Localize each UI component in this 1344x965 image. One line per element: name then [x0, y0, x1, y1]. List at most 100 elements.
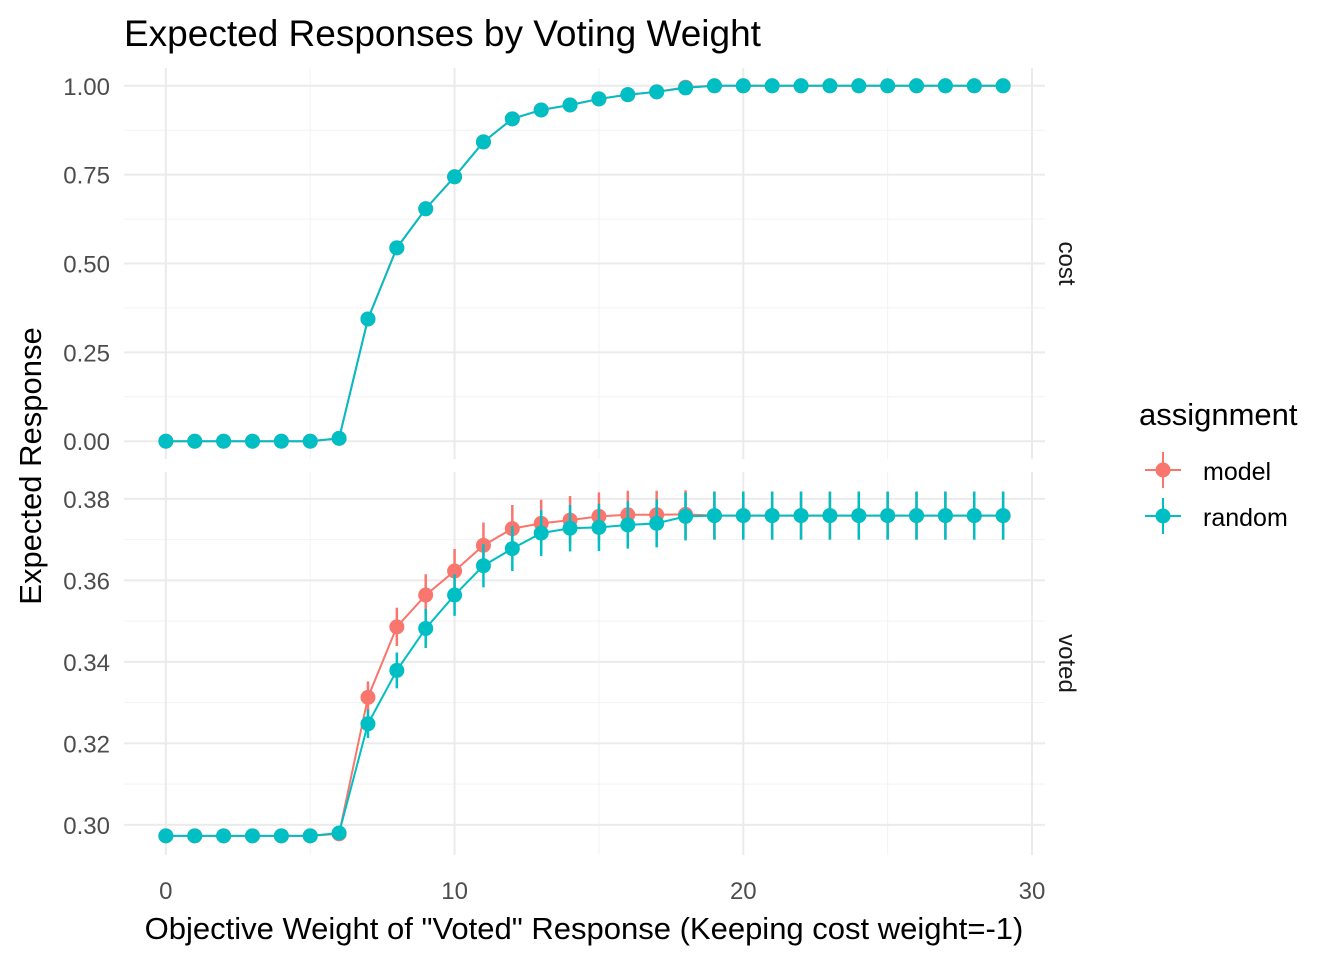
y-tick-label: 1.00: [63, 74, 110, 101]
facet-strip-label: cost: [1053, 241, 1080, 285]
data-point: [389, 662, 405, 678]
y-tick-label: 0.50: [63, 252, 110, 279]
data-point: [880, 508, 896, 524]
data-point: [562, 97, 578, 113]
data-point: [851, 508, 867, 524]
data-point: [764, 78, 780, 94]
y-tick-label: 0.38: [63, 487, 110, 514]
data-point: [966, 78, 982, 94]
legend-title: assignment: [1139, 397, 1298, 432]
data-point: [475, 134, 491, 150]
y-tick-label: 0.32: [63, 731, 110, 758]
data-point: [302, 433, 318, 449]
panel-voted: 0.30 0.32 0.34 0.36 0.38 voted: [63, 472, 1080, 855]
data-point: [822, 508, 838, 524]
panel-cost: 0.00 0.25 0.50 0.75 1.00 cost: [63, 68, 1080, 459]
data-point: [678, 80, 694, 96]
data-point: [880, 78, 896, 94]
data-point: [447, 587, 463, 603]
x-tick-label: 10: [441, 878, 468, 905]
data-point: [793, 508, 809, 524]
y-tick-label: 0.30: [63, 813, 110, 840]
data-point: [678, 508, 694, 524]
x-axis-ticks: 0 10 20 30: [159, 878, 1045, 905]
legend-label-random: random: [1203, 504, 1288, 532]
data-point: [504, 541, 520, 557]
series-random: [158, 491, 1011, 844]
x-tick-label: 20: [730, 878, 757, 905]
data-point: [302, 828, 318, 844]
data-point: [735, 78, 751, 94]
panels: 0.00 0.25 0.50 0.75 1.00 cost 0.30 0.32 0.34 0.36…: [63, 68, 1080, 905]
y-tick-label: 0.00: [63, 429, 110, 456]
x-tick-label: 30: [1019, 878, 1046, 905]
data-point: [706, 508, 722, 524]
series-line-model: [165, 513, 1004, 837]
data-point: [937, 508, 953, 524]
y-axis-label: Expected Response: [13, 327, 48, 604]
data-point: [620, 87, 636, 103]
data-point: [706, 78, 722, 94]
data-point: [533, 102, 549, 118]
data-point: [649, 515, 665, 531]
legend-label-model: model: [1203, 458, 1271, 486]
data-point: [389, 619, 405, 635]
x-tick-label: 0: [159, 878, 172, 905]
data-point: [418, 201, 434, 217]
legend-key-model: [1145, 452, 1181, 488]
data-point: [158, 433, 174, 449]
facet-strip-label: voted: [1053, 634, 1080, 693]
data-point: [418, 620, 434, 636]
legend-key-point: [1155, 462, 1171, 478]
data-point: [331, 825, 347, 841]
y-tick-label: 0.34: [63, 650, 110, 677]
data-point: [995, 78, 1011, 94]
data-point: [649, 84, 665, 100]
data-point: [533, 525, 549, 541]
series-random: [158, 78, 1011, 449]
data-point: [216, 433, 232, 449]
data-point: [909, 508, 925, 524]
y-tick-label: 0.36: [63, 568, 110, 595]
data-point: [216, 828, 232, 844]
data-point: [504, 111, 520, 127]
legend-key-point: [1155, 508, 1171, 524]
data-point: [418, 587, 434, 603]
data-point: [331, 430, 347, 446]
data-point: [735, 508, 751, 524]
data-point: [995, 508, 1011, 524]
data-point: [851, 78, 867, 94]
data-point: [187, 433, 203, 449]
data-point: [793, 78, 809, 94]
data-point: [764, 508, 780, 524]
series-model: [158, 490, 1011, 844]
data-point: [475, 558, 491, 574]
x-axis-label: Objective Weight of "Voted" Response (Ke…: [145, 911, 1024, 946]
data-point: [966, 508, 982, 524]
y-tick-label: 0.75: [63, 163, 110, 190]
data-point: [360, 311, 376, 327]
data-point: [244, 433, 260, 449]
data-point: [187, 828, 203, 844]
series-line-random: [165, 514, 1004, 837]
data-point: [447, 169, 463, 185]
data-point: [562, 520, 578, 536]
data-point: [937, 78, 953, 94]
data-point: [591, 91, 607, 107]
data-point: [360, 689, 376, 705]
data-point: [620, 517, 636, 533]
data-point: [273, 828, 289, 844]
data-point: [273, 433, 289, 449]
data-point: [360, 716, 376, 732]
data-point: [822, 78, 838, 94]
legend-key-random: [1145, 498, 1181, 534]
data-point: [447, 563, 463, 579]
legend: assignment model random: [1139, 397, 1298, 534]
chart-title: Expected Responses by Voting Weight: [124, 13, 762, 54]
data-point: [244, 828, 260, 844]
data-point: [389, 240, 405, 256]
data-point: [591, 519, 607, 535]
data-point: [909, 78, 925, 94]
y-tick-label: 0.25: [63, 340, 110, 367]
